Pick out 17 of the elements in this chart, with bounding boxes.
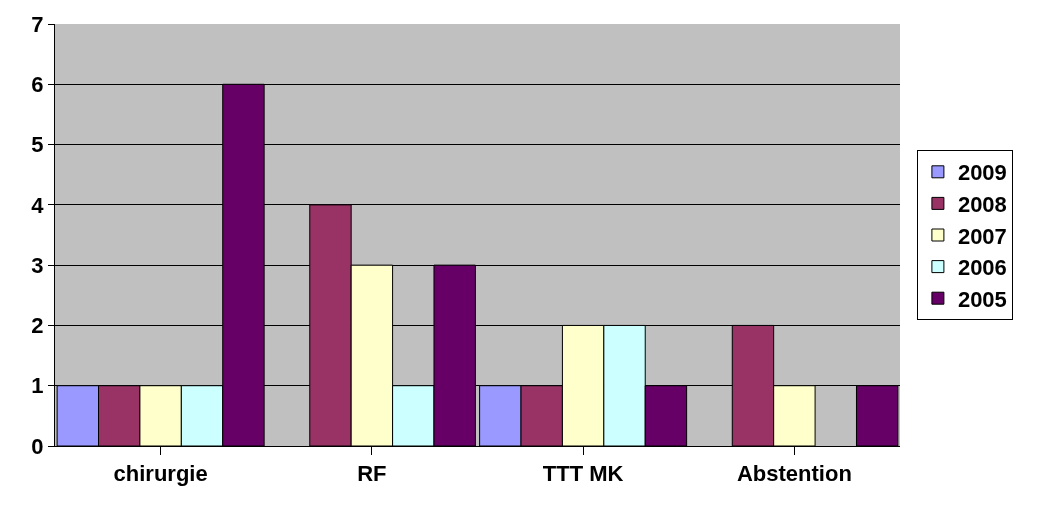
x-tick-label: chirurgie xyxy=(113,461,208,487)
y-tick-label: 2 xyxy=(31,313,44,339)
legend-label: 2009 xyxy=(957,160,1007,186)
y-tick-label: 4 xyxy=(31,192,45,218)
y-tick-label: 3 xyxy=(31,252,44,278)
y-tick-label: 6 xyxy=(31,71,44,97)
y-tick-label: 1 xyxy=(31,373,44,399)
x-tick-label: RF xyxy=(357,461,387,487)
y-tick-label: 7 xyxy=(31,11,44,37)
legend-label: 2008 xyxy=(957,191,1007,217)
y-tick-label: 0 xyxy=(31,433,44,459)
x-tick-label: Abstention xyxy=(736,461,852,487)
y-tick-label: 5 xyxy=(31,132,44,158)
legend-label: 2005 xyxy=(957,286,1007,312)
x-tick-label: TTT MK xyxy=(542,461,624,487)
legend-label: 2007 xyxy=(957,223,1007,249)
legend-label: 2006 xyxy=(957,255,1007,281)
